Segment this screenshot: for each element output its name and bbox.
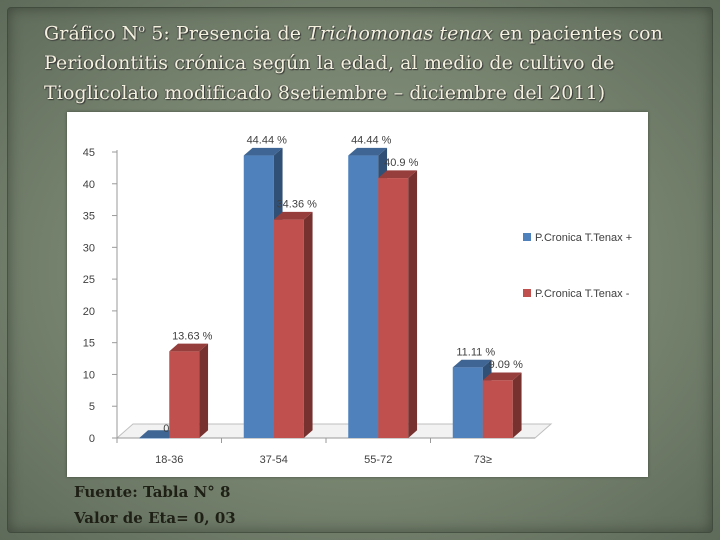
data-label: 44.44 % [351, 135, 392, 147]
bar-top [273, 211, 313, 220]
legend-label: P.Cronica T.Tenax - [535, 288, 630, 300]
bar-chart: 0 5 10 15 20 25 30 35 40 45 18-36 37-54 55-72 73≥ 0 44.… [83, 135, 632, 466]
legend-swatch [523, 233, 531, 241]
y-tick-label: 45 [83, 147, 95, 159]
bar-side [512, 372, 522, 438]
bar-front [482, 380, 513, 438]
title-superscript: o [138, 22, 146, 35]
bar-front [243, 155, 274, 438]
chart-panel: 0 5 10 15 20 25 30 35 40 45 18-36 37-54 55-72 73≥ 0 44.… [67, 112, 648, 477]
x-tick-label: 18-36 [155, 454, 183, 466]
bar-top [348, 147, 388, 156]
y-tick-label: 35 [83, 211, 95, 223]
bar-top [139, 430, 179, 438]
bar-top [243, 147, 283, 156]
bar-front [348, 155, 379, 438]
legend-label: P.Cronica T.Tenax + [535, 232, 632, 244]
title-part-3: en pacientes con Periodontitis crónica s… [44, 22, 663, 105]
y-tick-label: 25 [83, 274, 95, 286]
y-tick-label: 0 [89, 433, 95, 445]
bar-top [378, 170, 418, 179]
source-note: Fuente: Tabla N° 8 [74, 483, 231, 501]
x-tick-label: 55-72 [364, 454, 392, 466]
y-tick-label: 10 [83, 369, 95, 381]
y-tick-label: 40 [83, 179, 95, 191]
bar-side [408, 170, 418, 438]
slide-title: Gráfico No 5: Presencia de Trichomonas t… [44, 14, 684, 108]
y-tick-label: 15 [83, 338, 95, 350]
legend-swatch [523, 289, 531, 297]
bar-top [482, 372, 522, 381]
y-tick-label: 5 [89, 401, 95, 413]
title-part-1: Gráfico N [44, 22, 139, 45]
bar-side [199, 343, 209, 438]
data-label: 11.11 % [456, 346, 495, 358]
eta-value: Valor de Eta= 0, 03 [74, 509, 236, 527]
bar-top [452, 359, 492, 368]
y-tick-label: 20 [83, 306, 95, 318]
slide-frame [7, 7, 713, 533]
bar-front [378, 178, 409, 438]
bar-top [169, 343, 209, 352]
title-part-2: 5: Presencia de [145, 22, 308, 45]
bar-front [452, 367, 483, 438]
slide-footer: Fuente: Tabla N° 8 Valor de Eta= 0, 03 [74, 479, 236, 531]
bar-front [169, 351, 200, 438]
title-species: Trichomonas tenax [307, 22, 494, 45]
y-tick-label: 30 [83, 242, 95, 254]
bar-front [273, 219, 304, 438]
data-label: 13.63 % [172, 330, 213, 342]
bar-side [303, 211, 313, 438]
x-tick-label: 37-54 [260, 454, 288, 466]
data-label: 40.9 % [384, 157, 418, 169]
data-label: 9.09 % [489, 359, 523, 371]
bar-front [139, 438, 170, 439]
data-label: 44.44 % [247, 135, 288, 147]
data-label: 34.36 % [277, 199, 318, 211]
x-tick-label: 73≥ [474, 454, 492, 466]
data-label: 0 [163, 423, 169, 435]
